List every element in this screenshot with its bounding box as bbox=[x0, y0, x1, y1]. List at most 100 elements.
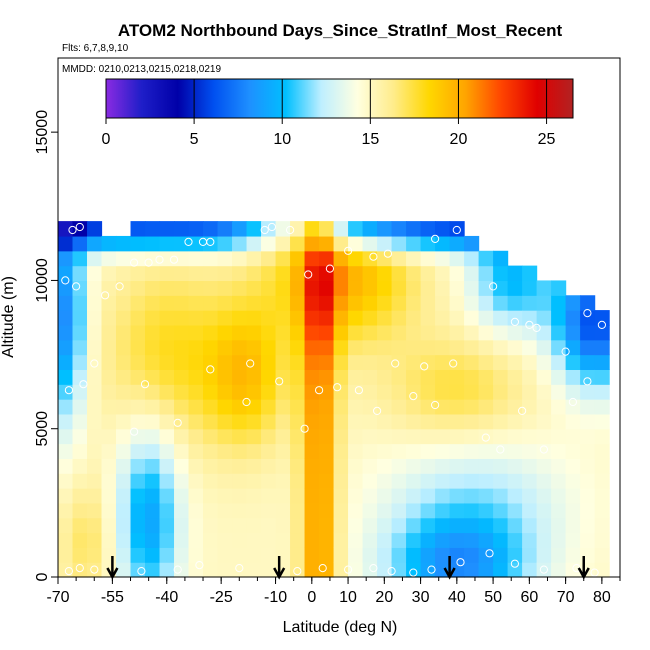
heatmap-cell bbox=[391, 250, 407, 267]
heatmap-cell bbox=[159, 562, 175, 578]
heatmap-cell bbox=[72, 473, 88, 489]
heatmap-cell bbox=[261, 473, 277, 489]
heatmap-cell bbox=[551, 532, 567, 548]
heatmap-cell bbox=[333, 562, 349, 578]
heatmap-cell bbox=[420, 413, 436, 430]
heatmap-cell bbox=[551, 517, 567, 534]
heatmap-cell bbox=[130, 473, 146, 489]
heatmap-cell bbox=[493, 428, 509, 445]
heatmap-cell bbox=[159, 369, 175, 385]
heatmap-cell bbox=[536, 384, 552, 400]
heatmap-cell bbox=[420, 250, 436, 267]
heatmap-cell bbox=[348, 458, 364, 474]
heatmap-cell bbox=[145, 265, 161, 282]
heatmap-cell bbox=[159, 324, 175, 341]
heatmap-cell bbox=[232, 413, 248, 430]
heatmap-cell bbox=[493, 399, 509, 415]
heatmap-cell bbox=[435, 443, 451, 459]
heatmap-cell bbox=[464, 235, 480, 252]
sample-point bbox=[391, 359, 400, 368]
heatmap-cell bbox=[188, 295, 204, 311]
heatmap-cell bbox=[58, 235, 74, 252]
heatmap-cell bbox=[290, 295, 306, 311]
heatmap-cell bbox=[319, 473, 335, 489]
heatmap-cell bbox=[522, 399, 538, 415]
heatmap-cell bbox=[391, 473, 407, 489]
heatmap-cell bbox=[348, 488, 364, 504]
colorbar-tick-label: 15 bbox=[361, 131, 379, 148]
heatmap-cell bbox=[319, 428, 335, 445]
heatmap-cell bbox=[188, 369, 204, 385]
heatmap-cell bbox=[565, 517, 581, 534]
heatmap-cell bbox=[290, 547, 306, 563]
heatmap-cell bbox=[464, 532, 480, 548]
heatmap-cell bbox=[420, 295, 436, 311]
heatmap-cell bbox=[58, 502, 74, 519]
sample-point bbox=[184, 237, 193, 246]
heatmap-cell bbox=[377, 339, 393, 356]
heatmap-cell bbox=[130, 413, 146, 430]
heatmap-cell bbox=[174, 339, 190, 356]
heatmap-cell bbox=[116, 399, 132, 415]
heatmap-cell bbox=[580, 413, 596, 430]
heatmap-cell bbox=[333, 488, 349, 504]
x-tick-label: 30 bbox=[412, 589, 430, 606]
heatmap-cell bbox=[290, 384, 306, 400]
heatmap-cell bbox=[87, 532, 103, 548]
heatmap-cell bbox=[246, 221, 262, 237]
heatmap-cell bbox=[145, 339, 161, 356]
colorbar-tick-label: 20 bbox=[450, 131, 468, 148]
heatmap-cell bbox=[159, 502, 175, 519]
heatmap-cell bbox=[130, 443, 146, 459]
heatmap-cell bbox=[449, 339, 465, 356]
heatmap-cell bbox=[319, 384, 335, 400]
sample-point bbox=[137, 567, 146, 576]
heatmap-cell bbox=[348, 280, 364, 296]
colorbar-ticks: 0 5 10 15 20 25 bbox=[102, 79, 556, 148]
heatmap-cell bbox=[174, 324, 190, 341]
heatmap-cell bbox=[536, 488, 552, 504]
heatmap-cell bbox=[203, 547, 219, 563]
heatmap-cell bbox=[232, 517, 248, 534]
heatmap-cell bbox=[507, 339, 523, 356]
heatmap-cell bbox=[261, 235, 277, 252]
heatmap-cell bbox=[217, 310, 233, 326]
heatmap-cell bbox=[174, 369, 190, 385]
heatmap-cell bbox=[406, 458, 422, 474]
heatmap-cell bbox=[507, 265, 523, 282]
heatmap-cell bbox=[507, 458, 523, 474]
heatmap-cell bbox=[188, 458, 204, 474]
sample-point bbox=[64, 386, 74, 395]
heatmap-cell bbox=[174, 295, 190, 311]
heatmap-cell bbox=[203, 339, 219, 356]
heatmap-cell bbox=[420, 473, 436, 489]
heatmap-cell bbox=[536, 310, 552, 326]
heatmap-cell bbox=[478, 473, 494, 489]
sample-point bbox=[304, 270, 313, 279]
heatmap-cell bbox=[391, 235, 407, 252]
heatmap-cell bbox=[275, 310, 291, 326]
heatmap-cell bbox=[174, 250, 190, 267]
heatmap-cell bbox=[217, 502, 233, 519]
heatmap-cell bbox=[594, 428, 610, 445]
heatmap-cell bbox=[275, 413, 291, 430]
heatmap-cell bbox=[217, 413, 233, 430]
heatmap-cell bbox=[261, 310, 277, 326]
heatmap-cell bbox=[159, 413, 175, 430]
heatmap-cell bbox=[435, 339, 451, 356]
heatmap-cell bbox=[362, 532, 378, 548]
heatmap-cell bbox=[362, 369, 378, 385]
heatmap-cell bbox=[420, 265, 436, 282]
heatmap-cell bbox=[101, 458, 117, 474]
heatmap-cell bbox=[449, 310, 465, 326]
sample-point bbox=[246, 359, 255, 368]
heatmap-cell bbox=[580, 458, 596, 474]
heatmap-cell bbox=[507, 324, 523, 341]
heatmap-cell bbox=[449, 221, 465, 237]
heatmap-cell bbox=[449, 384, 465, 400]
heatmap-cell bbox=[319, 310, 335, 326]
heatmap-cell bbox=[551, 458, 567, 474]
heatmap-cell bbox=[261, 458, 277, 474]
heatmap-cell bbox=[159, 399, 175, 415]
heatmap-cell bbox=[377, 562, 393, 578]
